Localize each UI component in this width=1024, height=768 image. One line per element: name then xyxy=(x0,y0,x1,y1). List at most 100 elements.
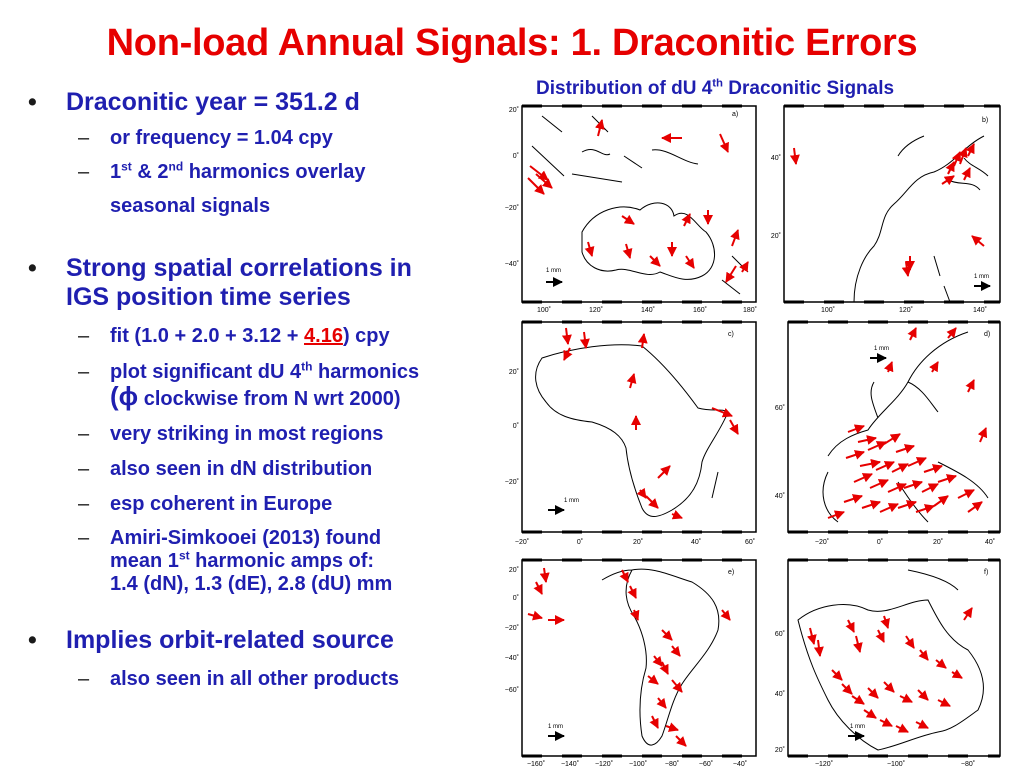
panel-label: f) xyxy=(984,569,988,576)
dash-marker: – xyxy=(78,361,90,383)
other-products-text: also seen in all other products xyxy=(110,668,399,690)
vector-arrow xyxy=(584,241,595,257)
map-title: Distribution of dU 4th Draconitic Signal… xyxy=(536,78,894,100)
vector-arrow xyxy=(845,619,855,633)
vector-arrow xyxy=(852,635,863,653)
plot-text-line2: clockwise from N wrt 2000) xyxy=(138,388,401,410)
dash-marker: – xyxy=(78,493,90,515)
panel-b-east-asia: 1 mm b) 40˚ 20˚ 100˚ 120˚ 140˚ xyxy=(771,104,1001,314)
vector-arrow xyxy=(831,669,843,681)
vector-arrow xyxy=(853,473,873,483)
vector-arrow xyxy=(841,683,853,695)
europe-arrows xyxy=(827,327,988,520)
vector-arrow xyxy=(529,165,549,181)
lon-labels: −20˚ 0˚ 20˚ 40˚ 60˚ xyxy=(515,538,755,546)
panel-label: d) xyxy=(984,331,990,338)
vector-arrow xyxy=(539,567,550,583)
amiri-sup-st: st xyxy=(178,548,190,563)
harmonics-text-2: & 2 xyxy=(131,161,169,183)
coastline-madagascar xyxy=(711,471,719,499)
bullet-orbit-source: • Implies orbit-related source xyxy=(28,626,498,655)
vector-arrow xyxy=(579,331,590,349)
vector-arrow xyxy=(649,715,659,729)
lat-label: 60˚ xyxy=(775,630,785,638)
vector-arrow xyxy=(880,615,890,629)
orbit-source-text: Implies orbit-related source xyxy=(66,626,394,654)
vector-arrow xyxy=(661,629,673,641)
vector-arrow xyxy=(879,503,899,513)
vector-arrow xyxy=(875,461,895,471)
lon-label: −40˚ xyxy=(733,760,747,768)
draconitic-term: Draconitic xyxy=(66,88,189,116)
coastline-europe xyxy=(822,331,989,523)
vector-arrow xyxy=(535,173,553,189)
vector-arrow xyxy=(857,435,877,445)
lat-label: −20˚ xyxy=(505,478,519,486)
lat-labels: 40˚ 20˚ xyxy=(771,154,781,240)
vector-arrow xyxy=(965,143,975,157)
vector-arrow xyxy=(904,635,915,649)
vector-arrow xyxy=(907,327,917,341)
vector-arrow xyxy=(867,687,879,699)
coastline-australia xyxy=(581,202,715,280)
sub-bullet-other-products: – also seen in all other products xyxy=(28,667,498,691)
lat-labels: 20˚ 0˚ −20˚ xyxy=(505,368,519,486)
vector-arrow xyxy=(533,581,543,595)
panel-label: a) xyxy=(732,111,738,118)
lat-label: −20˚ xyxy=(505,204,519,212)
vector-arrow xyxy=(957,489,975,499)
dash-marker: – xyxy=(78,668,90,690)
vector-arrow xyxy=(962,607,973,621)
vector-arrow xyxy=(627,585,637,599)
vector-arrow xyxy=(637,333,648,349)
vector-arrow xyxy=(636,487,647,499)
harmonics-text-3: harmonics overlay xyxy=(183,161,366,183)
vector-arrow xyxy=(867,441,887,451)
lat-label: 60˚ xyxy=(775,404,785,412)
vector-arrow xyxy=(879,717,893,727)
bullet-list: • Draconitic year = 351.2 d – or frequency… xyxy=(28,88,498,691)
dn-text: also seen in dN distribution xyxy=(110,458,373,480)
coastline-north-america xyxy=(797,569,984,751)
lon-label: 120˚ xyxy=(899,306,913,314)
lat-label: 0˚ xyxy=(513,422,519,430)
vector-arrow xyxy=(626,373,637,389)
harmonics-sup-st: st xyxy=(121,159,132,174)
vector-arrow xyxy=(884,361,894,373)
vector-arrow xyxy=(961,167,971,181)
lon-label: −80˚ xyxy=(665,760,679,768)
lon-label: 180˚ xyxy=(743,306,757,314)
vector-arrow xyxy=(883,681,895,693)
vector-arrow xyxy=(897,500,917,510)
vector-arrow xyxy=(739,261,749,273)
vector-arrow xyxy=(869,479,889,489)
lon-label: 140˚ xyxy=(973,306,987,314)
amiri-line2: mean 1 xyxy=(110,550,179,572)
spatial-correlations-line1: Strong spatial correlations in xyxy=(66,254,412,282)
vector-arrow xyxy=(684,255,695,269)
vector-arrow xyxy=(895,444,915,454)
vector-arrow xyxy=(845,450,865,460)
map-panels: 1 mm a) 20˚ 0˚ −20˚ −40˚ 100˚ 120˚ 140˚ … xyxy=(505,104,1001,768)
vector-arrow xyxy=(918,649,929,661)
vector-arrow xyxy=(937,474,957,484)
vector-arrow xyxy=(621,214,635,225)
scale-label: 1 mm xyxy=(874,346,889,352)
lat-label: 20˚ xyxy=(509,106,519,114)
bullet-draconitic-year: • Draconitic year = 351.2 d xyxy=(28,88,498,117)
europe-text: esp coherent in Europe xyxy=(110,493,333,515)
harmonics-sup-nd: nd xyxy=(168,159,184,174)
coastline-africa xyxy=(535,344,729,517)
lat-label: −40˚ xyxy=(505,654,519,662)
lat-labels: 60˚ 40˚ xyxy=(775,404,785,500)
lon-label: 20˚ xyxy=(933,538,943,546)
vector-arrow xyxy=(622,243,633,259)
vector-arrow xyxy=(649,255,661,267)
vector-arrow xyxy=(671,510,683,520)
scale-label: 1 mm xyxy=(850,724,865,730)
panel-label: e) xyxy=(728,569,734,576)
vector-arrow xyxy=(935,658,947,669)
sub-bullet-dn: – also seen in dN distribution xyxy=(28,457,498,481)
vector-arrow xyxy=(915,504,935,514)
lon-label: −100˚ xyxy=(629,760,647,768)
